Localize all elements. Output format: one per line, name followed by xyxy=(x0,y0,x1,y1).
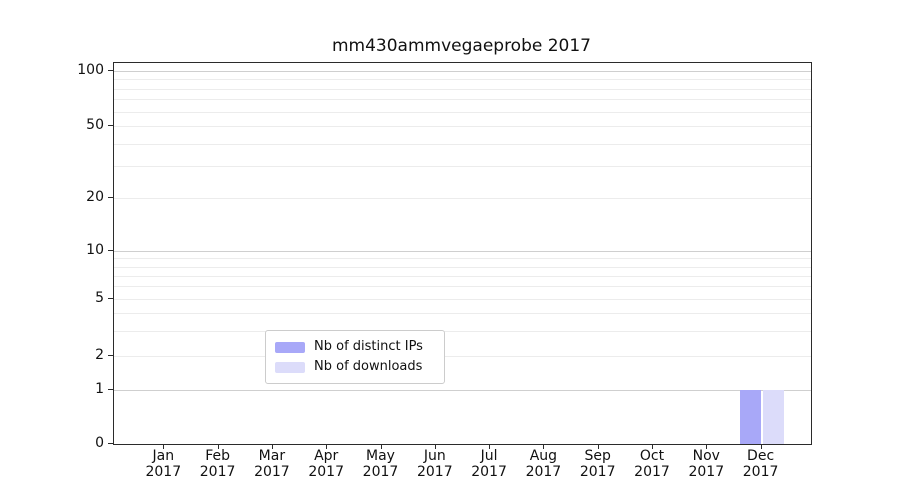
x-tick-mark xyxy=(163,444,165,449)
gridline-minor xyxy=(114,111,811,113)
legend-label-downloads: Nb of downloads xyxy=(314,359,423,374)
x-tick-label: Dec 2017 xyxy=(742,448,779,480)
y-tick-label: 100 xyxy=(77,62,104,78)
x-tick-label: Jun 2017 xyxy=(416,448,453,480)
gridline-minor xyxy=(114,330,811,332)
y-tick-label: 5 xyxy=(95,290,104,306)
x-tick-label: Nov 2017 xyxy=(688,448,725,480)
y-tick-label: 0 xyxy=(95,435,104,451)
x-tick-label: May 2017 xyxy=(362,448,399,480)
x-tick-mark xyxy=(434,444,436,449)
bar-downloads-dec xyxy=(762,390,784,444)
y-tick-mark xyxy=(108,389,113,390)
legend-entry-distinct-ips: Nb of distinct IPs xyxy=(275,337,435,357)
y-tick-mark xyxy=(108,197,113,198)
y-tick-mark xyxy=(108,355,113,356)
y-tick-mark xyxy=(108,125,113,126)
gridline-minor xyxy=(114,286,811,288)
gridline-minor xyxy=(114,198,811,199)
x-tick-mark xyxy=(597,444,599,449)
y-tick-mark xyxy=(108,250,113,251)
x-tick-label: Aug 2017 xyxy=(525,448,562,480)
gridline-minor xyxy=(114,356,811,357)
chart-title: mm430ammvegaeprobe 2017 xyxy=(331,36,592,56)
gridline-minor xyxy=(114,143,811,145)
y-tick-mark xyxy=(108,70,113,71)
gridline-major xyxy=(114,71,811,72)
distinct-ips-swatch-icon xyxy=(275,341,305,353)
legend: Nb of distinct IPs Nb of downloads xyxy=(265,330,445,384)
y-tick-label: 1 xyxy=(95,381,104,397)
x-tick-label: Jul 2017 xyxy=(471,448,507,480)
x-tick-label: Apr 2017 xyxy=(308,448,344,480)
gridline-minor xyxy=(114,88,811,90)
x-tick-mark xyxy=(760,444,762,449)
legend-entry-downloads: Nb of downloads xyxy=(275,357,435,377)
y-tick-label: 50 xyxy=(86,117,104,133)
y-tick-label: 20 xyxy=(86,189,104,205)
y-tick-label: 10 xyxy=(86,242,104,258)
x-tick-mark xyxy=(543,444,545,449)
gridline-major xyxy=(114,251,811,252)
x-tick-mark xyxy=(489,444,491,449)
x-tick-label: Feb 2017 xyxy=(199,448,236,480)
gridline-minor xyxy=(114,266,811,268)
x-tick-mark xyxy=(271,444,273,449)
x-tick-label: Oct 2017 xyxy=(634,448,670,480)
x-tick-label: Jan 2017 xyxy=(145,448,182,480)
gridline-minor xyxy=(114,126,811,127)
downloads-swatch-icon xyxy=(275,361,305,373)
gridline-minor xyxy=(114,299,811,300)
x-tick-label: Sep 2017 xyxy=(579,448,616,480)
x-tick-mark xyxy=(652,444,653,449)
gridline-minor xyxy=(114,166,811,168)
x-tick-mark xyxy=(380,444,382,449)
x-tick-label: Mar 2017 xyxy=(254,448,290,480)
gridline-minor xyxy=(114,275,811,277)
plot-area xyxy=(113,62,812,445)
x-tick-mark xyxy=(706,444,708,449)
x-tick-mark xyxy=(326,444,328,449)
gridline-major xyxy=(114,390,811,391)
x-tick-mark xyxy=(217,444,219,449)
bar-distinct-ips-dec xyxy=(739,390,761,444)
gridline-minor xyxy=(114,79,811,81)
gridline-minor xyxy=(114,258,811,260)
gridline-minor xyxy=(114,312,811,314)
y-tick-mark xyxy=(108,443,113,444)
gridline-minor xyxy=(114,99,811,101)
legend-label-distinct-ips: Nb of distinct IPs xyxy=(314,339,423,354)
y-tick-label: 2 xyxy=(95,347,104,363)
y-tick-mark xyxy=(108,298,113,299)
